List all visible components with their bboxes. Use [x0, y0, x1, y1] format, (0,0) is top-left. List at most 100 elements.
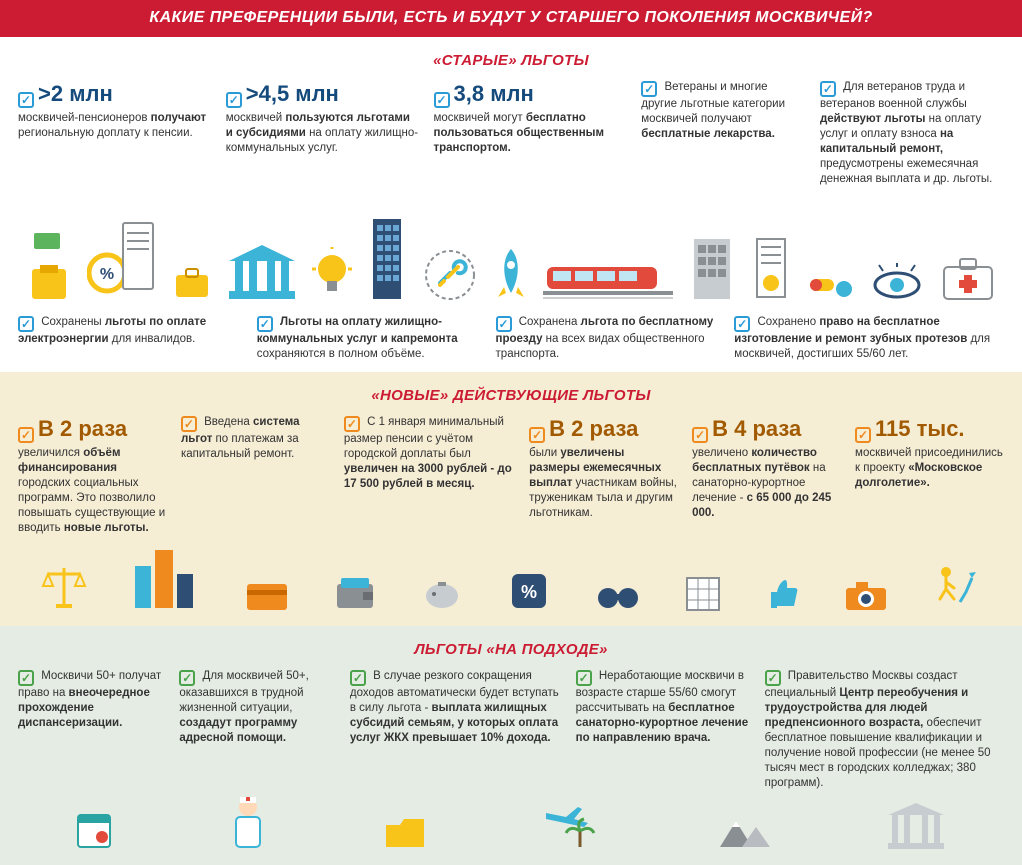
- percent-badge-icon: %: [508, 570, 550, 612]
- briefcase-icon: [172, 263, 212, 303]
- section-old: «СТАРЫЕ» ЛЬГОТЫ ✓>2 млн москвичей-пенсио…: [0, 37, 1022, 372]
- pills-icon: [806, 263, 854, 303]
- check-icon: ✓: [350, 670, 366, 686]
- benefit-text: ✓ Неработающие москвичи в возрасте старш…: [576, 669, 751, 746]
- check-icon: ✓: [18, 670, 34, 686]
- old-bottom-col: ✓ Сохранена льгота по бесплатному проезд…: [496, 313, 721, 362]
- classical-building-icon: [884, 801, 948, 851]
- binoculars-icon: [594, 580, 642, 612]
- new-icon-strip: %: [18, 542, 1004, 612]
- stat-value: ✓115 тыс.: [855, 415, 1004, 444]
- stat-text: были увеличены размеры ежемесячных выпла…: [529, 446, 678, 521]
- old-top-col: ✓ Ветераны и многие другие льготные кате…: [641, 80, 806, 187]
- check-icon: ✓: [734, 316, 750, 332]
- calendar-icon: [74, 807, 114, 851]
- scales-icon: [40, 562, 88, 612]
- check-icon: ✓: [820, 81, 836, 97]
- check-icon: ✓: [181, 416, 197, 432]
- stat-text: ✓ Ветераны и многие другие льготные кате…: [641, 80, 806, 142]
- future-icon-strip: [18, 797, 1004, 851]
- future-col: ✓ Правительство Москвы создаст специальн…: [765, 669, 1004, 791]
- old-icon-strip: %: [18, 193, 1004, 303]
- stat-text: ✓ С 1 января минимальный размер пенсии с…: [344, 415, 515, 492]
- benefit-text: ✓ Сохранены льготы по оплате электроэнер…: [18, 315, 243, 347]
- check-icon: ✓: [496, 316, 512, 332]
- old-top-col: ✓>4,5 млн москвичей пользуются льготами …: [226, 80, 420, 187]
- check-icon: ✓: [765, 670, 781, 686]
- stat-number: В 2 раза: [38, 416, 127, 441]
- stat-number: В 2 раза: [549, 416, 638, 441]
- old-top-col: ✓ Для ветеранов труда и ветеранов военно…: [820, 80, 1004, 187]
- museum-icon: [227, 243, 297, 303]
- new-col: ✓В 4 раза увеличено количество бесплатны…: [692, 415, 841, 535]
- new-col: ✓В 2 раза были увеличены размеры ежемеся…: [529, 415, 678, 535]
- new-col: ✓В 2 раза увеличился объём финансировани…: [18, 415, 167, 535]
- future-col: ✓ В случае резкого сокращения доходов ав…: [350, 669, 562, 791]
- stat-text: ✓ Введена система льгот по платежам за к…: [181, 415, 330, 462]
- skyscrapers-icon: [131, 546, 201, 612]
- stat-text: москвичей присоединились к проекту «Моск…: [855, 446, 1004, 491]
- new-col: ✓ Введена система льгот по платежам за к…: [181, 415, 330, 535]
- train-icon: [543, 257, 673, 303]
- old-bottom-row: ✓ Сохранены льготы по оплате электроэнер…: [18, 313, 1004, 362]
- stat-value: ✓В 2 раза: [18, 415, 167, 444]
- stat-text: москвичей пользуются льготами и субсидия…: [226, 111, 420, 156]
- old-top-row: ✓>2 млн москвичей-пенсионеров получают р…: [18, 80, 1004, 187]
- benefit-text: ✓ Правительство Москвы создаст специальн…: [765, 669, 1004, 791]
- check-icon: ✓: [18, 316, 34, 332]
- percent-doc-icon: %: [87, 217, 157, 303]
- future-col: ✓ Неработающие москвичи в возрасте старш…: [576, 669, 751, 791]
- thumbsup-icon: [765, 576, 801, 612]
- stat-value: ✓>2 млн: [18, 80, 212, 109]
- stat-number: 115 тыс.: [875, 416, 965, 441]
- section-old-title: «СТАРЫЕ» ЛЬГОТЫ: [18, 45, 1004, 81]
- svg-text:%: %: [100, 266, 114, 283]
- svg-text:%: %: [521, 582, 537, 602]
- header-banner: КАКИЕ ПРЕФЕРЕНЦИИ БЫЛИ, ЕСТЬ И БУДУТ У С…: [0, 0, 1022, 37]
- eye-icon: [869, 263, 925, 303]
- card-icon: [245, 582, 289, 612]
- section-future-title: ЛЬГОТЫ «НА ПОДХОДЕ»: [18, 634, 1004, 670]
- piggybank-icon: [420, 576, 464, 612]
- highrise-icon: [367, 213, 407, 303]
- receipt-icon: [751, 235, 791, 303]
- stat-value: ✓В 2 раза: [529, 415, 678, 444]
- stat-text: увеличено количество бесплатных путёвок …: [692, 446, 841, 521]
- check-icon: ✓: [257, 316, 273, 332]
- future-row: ✓ Москвичи 50+ получат право на внеочере…: [18, 669, 1004, 791]
- old-top-col: ✓3,8 млн москвичей могут бесплатно польз…: [434, 80, 628, 187]
- plane-palm-icon: [540, 801, 600, 851]
- check-icon: ✓: [344, 416, 360, 432]
- stat-number: >2 млн: [38, 81, 113, 106]
- section-new: «НОВЫЕ» ДЕЙСТВУЮЩИЕ ЛЬГОТЫ ✓В 2 раза уве…: [0, 372, 1022, 626]
- stat-value: ✓>4,5 млн: [226, 80, 420, 109]
- stat-value: ✓3,8 млн: [434, 80, 628, 109]
- benefit-text: ✓ В случае резкого сокращения доходов ав…: [350, 669, 562, 746]
- check-icon: ✓: [18, 92, 34, 108]
- stat-number: >4,5 млн: [246, 81, 339, 106]
- wrench-gear-icon: [422, 247, 478, 303]
- stat-value: ✓В 4 раза: [692, 415, 841, 444]
- check-icon: ✓: [855, 427, 871, 443]
- benefit-text: ✓ Льготы на оплату жилищно-коммунальных …: [257, 315, 482, 362]
- check-icon: ✓: [179, 670, 195, 686]
- old-bottom-col: ✓ Сохранено право на бесплатное изготовл…: [734, 313, 1004, 362]
- folder-icon: [382, 815, 428, 851]
- section-future: ЛЬГОТЫ «НА ПОДХОДЕ» ✓ Москвичи 50+ получ…: [0, 626, 1022, 865]
- benefit-text: ✓ Для москвичей 50+, оказавшихся в трудн…: [179, 669, 336, 746]
- stat-text: увеличился объём финансирования городски…: [18, 446, 167, 536]
- old-top-col: ✓>2 млн москвичей-пенсионеров получают р…: [18, 80, 212, 187]
- check-icon: ✓: [434, 92, 450, 108]
- future-col: ✓ Москвичи 50+ получат право на внеочере…: [18, 669, 165, 791]
- stat-text: москвичей-пенсионеров получают региональ…: [18, 111, 212, 141]
- future-col: ✓ Для москвичей 50+, оказавшихся в трудн…: [179, 669, 336, 791]
- benefit-text: ✓ Сохранено право на бесплатное изготовл…: [734, 315, 1004, 362]
- grid-icon: [685, 576, 721, 612]
- nurse-icon: [226, 797, 270, 851]
- stat-text: ✓ Для ветеранов труда и ветеранов военно…: [820, 80, 1004, 187]
- benefit-text: ✓ Москвичи 50+ получат право на внеочере…: [18, 669, 165, 731]
- new-col: ✓ С 1 января минимальный размер пенсии с…: [344, 415, 515, 535]
- new-col: ✓115 тыс. москвичей присоединились к про…: [855, 415, 1004, 535]
- stat-text: москвичей могут бесплатно пользоваться о…: [434, 111, 628, 156]
- rocket-icon: [494, 247, 528, 303]
